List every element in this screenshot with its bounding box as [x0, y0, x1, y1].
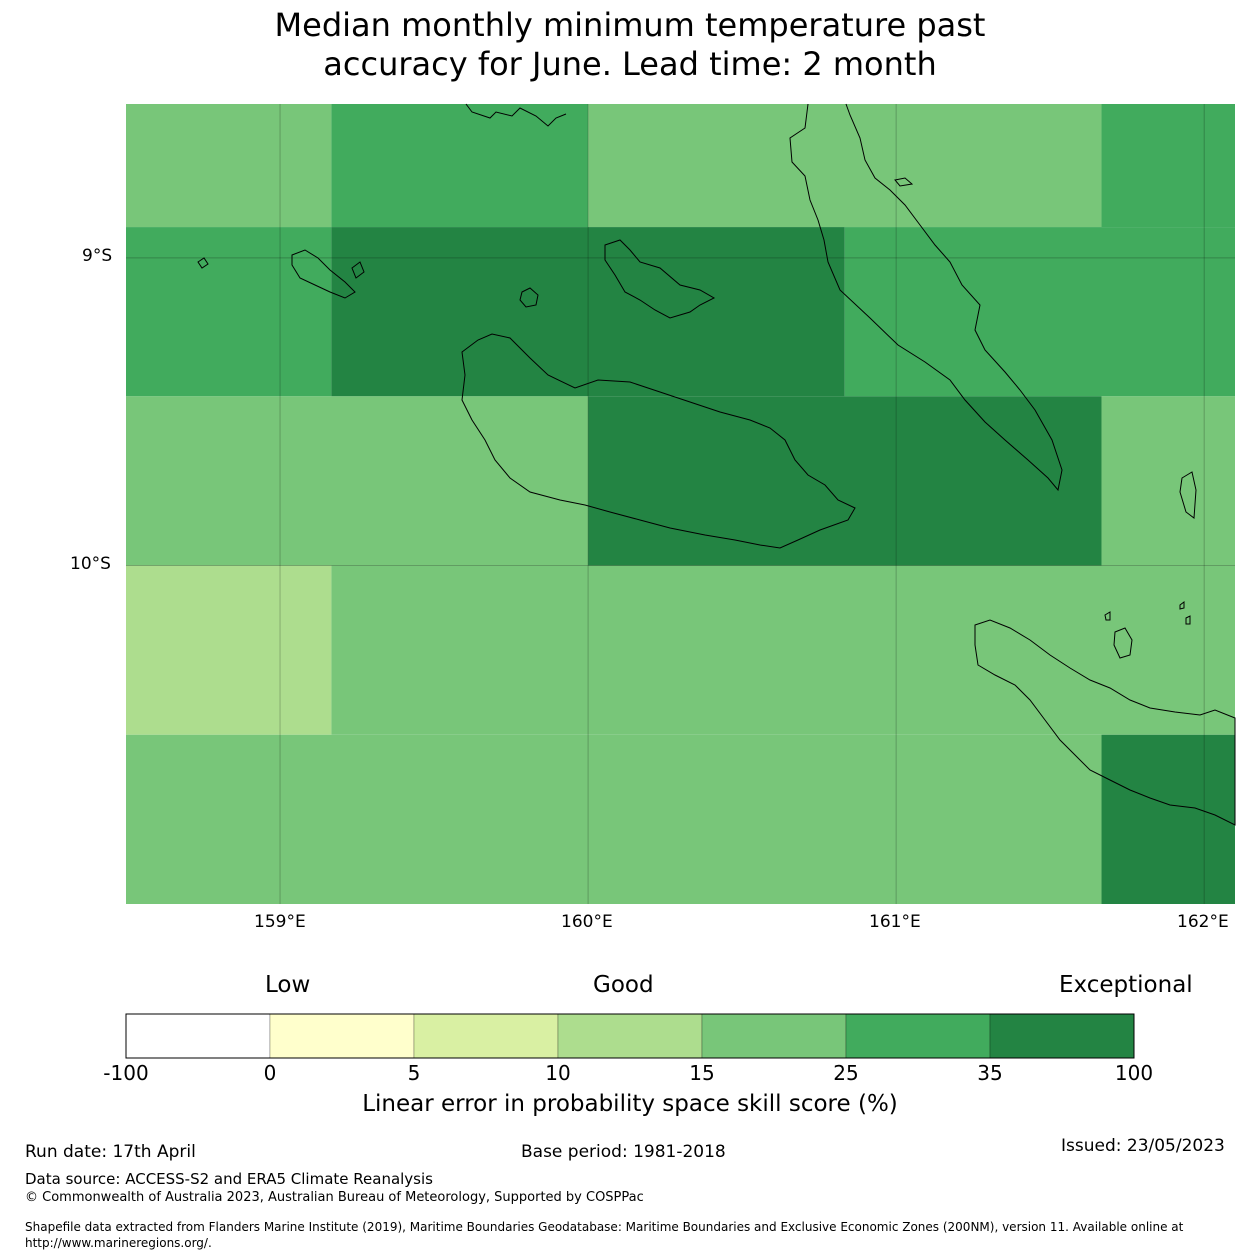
skill-cell-4	[126, 227, 332, 397]
coast-small-east-2	[1104, 611, 1111, 621]
skill-cell-7	[126, 396, 589, 566]
lon-tick-161: 161°E	[869, 912, 921, 932]
data-source: Data source: ACCESS-S2 and ERA5 Climate …	[25, 1170, 433, 1188]
skill-cell-2	[588, 104, 1102, 228]
coast-russell-islands	[291, 249, 356, 299]
coast-ulawa	[1113, 627, 1133, 659]
coast-small-west-2	[351, 261, 365, 279]
colorbar-swatch-0	[125, 1013, 271, 1059]
coast-savo	[519, 287, 539, 308]
category-exceptional: Exceptional	[1059, 972, 1193, 998]
coast-small-west	[197, 257, 209, 269]
skill-cell-6	[844, 227, 1235, 397]
base-period: Base period: 1981-2018	[521, 1142, 726, 1162]
colorbar-label: Linear error in probability space skill …	[362, 1091, 898, 1117]
coast-north-island	[465, 103, 567, 127]
cbar-tick-2: 5	[407, 1061, 421, 1085]
skill-cell-11	[331, 565, 1236, 735]
lon-tick-160: 160°E	[561, 912, 613, 932]
cbar-tick-3: 10	[545, 1061, 571, 1085]
coastlines	[197, 103, 1236, 826]
run-date: Run date: 17th April	[25, 1142, 196, 1162]
skill-cell-12	[126, 734, 1102, 904]
category-good: Good	[593, 972, 654, 998]
colorbar-swatch-5	[845, 1013, 991, 1059]
shapefile-credit-1: Shapefile data extracted from Flanders M…	[25, 1220, 1184, 1234]
cbar-tick-0: -100	[103, 1061, 149, 1085]
skill-cells	[126, 104, 1236, 904]
cbar-tick-7: 100	[1114, 1061, 1154, 1085]
skill-cell-8	[588, 396, 1102, 566]
graticule	[126, 104, 1235, 904]
cbar-tick-1: 0	[263, 1061, 277, 1085]
coast-guadalcanal	[461, 333, 856, 549]
skill-cell-1	[331, 104, 589, 228]
issued-date: Issued: 23/05/2023	[1061, 1136, 1225, 1156]
cbar-tick-5: 25	[833, 1061, 859, 1085]
coast-small-east-3	[1179, 601, 1185, 610]
coast-small-east-4	[1185, 615, 1191, 625]
colorbar-swatch-2	[413, 1013, 559, 1059]
cbar-tick-6: 35	[977, 1061, 1003, 1085]
skill-cell-13	[1101, 734, 1235, 904]
copyright: © Commonwealth of Australia 2023, Austra…	[25, 1190, 644, 1205]
colorbar-swatch-1	[269, 1013, 415, 1059]
colorbar-swatch-4	[701, 1013, 847, 1059]
coast-florida-islands	[604, 239, 716, 319]
shapefile-credit-2: http://www.marineregions.org/.	[25, 1236, 212, 1250]
colorbar-frame	[125, 1013, 1135, 1059]
lat-tick-9s: 9°S	[82, 246, 113, 266]
title-line-1: Median monthly minimum temperature past	[274, 6, 986, 44]
skill-cell-3	[1101, 104, 1235, 228]
colorbar-swatch-3	[557, 1013, 703, 1059]
category-low: Low	[265, 972, 311, 998]
skill-cell-5	[331, 227, 845, 397]
cbar-tick-4: 15	[689, 1061, 715, 1085]
lat-tick-10s: 10°S	[70, 554, 111, 574]
skill-cell-10	[126, 565, 332, 735]
lon-tick-162: 162°E	[1177, 912, 1229, 932]
title-line-2: accuracy for June. Lead time: 2 month	[323, 45, 937, 83]
coast-malaita	[789, 103, 1063, 492]
map-title: Median monthly minimum temperature past …	[0, 6, 1260, 84]
colorbar	[125, 1013, 1135, 1059]
skill-cell-9	[1101, 396, 1235, 566]
colorbar-swatch-6	[989, 1013, 1135, 1059]
skill-cell-0	[126, 104, 332, 228]
coast-makira	[974, 619, 1236, 826]
lon-tick-159: 159°E	[254, 912, 306, 932]
coast-small-east	[1179, 471, 1197, 519]
coast-malaita-small	[894, 177, 914, 187]
